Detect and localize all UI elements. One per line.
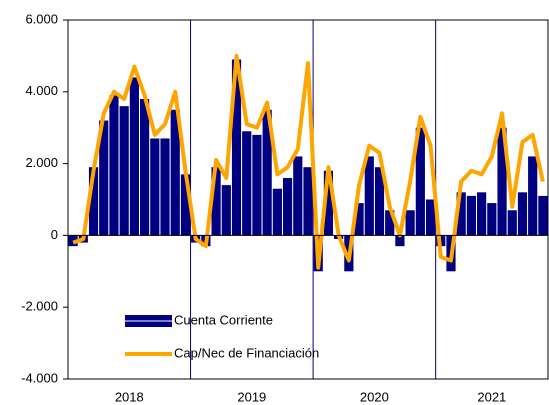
bar [323,170,334,236]
bar [180,174,191,236]
bar [385,210,395,236]
bar [354,203,364,236]
x-tick-label: 2019 [237,389,266,404]
bar [99,120,109,236]
plot-border [67,19,549,380]
bar [129,77,139,236]
legend-label: Cap/Nec de Financiación [174,345,319,360]
bar [364,156,374,236]
bar [456,192,466,236]
bar [405,210,415,236]
bar [170,109,180,236]
y-tick-label: 4.000 [25,83,58,98]
bar [109,95,119,236]
y-tick-label: 0 [51,227,58,242]
bar [262,109,272,236]
bar [252,134,262,236]
bar [140,98,150,236]
legend-label: Cuenta Corriente [174,312,273,327]
legend: Cuenta Corriente Cap/Nec de Financiación [125,312,319,360]
bar [415,127,425,236]
bar [517,192,528,236]
bar [466,195,476,236]
bar [88,167,99,236]
bar [528,156,538,236]
bar [487,203,497,236]
x-tick-label: 2020 [360,389,389,404]
y-tick-label: -2.000 [21,299,58,314]
bar [538,195,548,236]
bar [303,167,313,236]
bar [497,127,507,236]
bar [119,106,129,236]
bar [477,192,487,236]
bar [272,188,282,236]
bar [150,138,160,236]
bar [221,185,231,236]
x-tick-label: 2018 [115,389,144,404]
bar [507,210,517,236]
y-tick-label: 6.000 [25,11,58,26]
bar [211,167,221,236]
bar [395,235,405,247]
y-tick-label: 2.000 [25,155,58,170]
line [72,53,545,270]
bar [160,138,170,236]
bar [425,199,436,236]
bar [231,59,242,236]
bar [293,156,303,236]
bar [282,177,293,236]
y-tick-label: -4.000 [21,370,58,385]
bar [374,167,385,236]
x-tick-label: 2021 [477,389,506,404]
bar [242,131,252,236]
